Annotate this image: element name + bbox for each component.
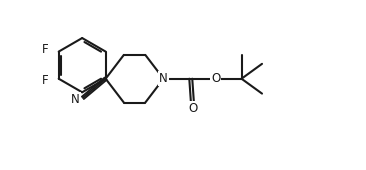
Text: F: F — [41, 74, 48, 87]
Text: O: O — [211, 72, 220, 84]
Text: N: N — [71, 93, 80, 106]
Text: N: N — [159, 72, 168, 85]
Text: O: O — [188, 102, 197, 115]
Text: F: F — [41, 44, 48, 56]
